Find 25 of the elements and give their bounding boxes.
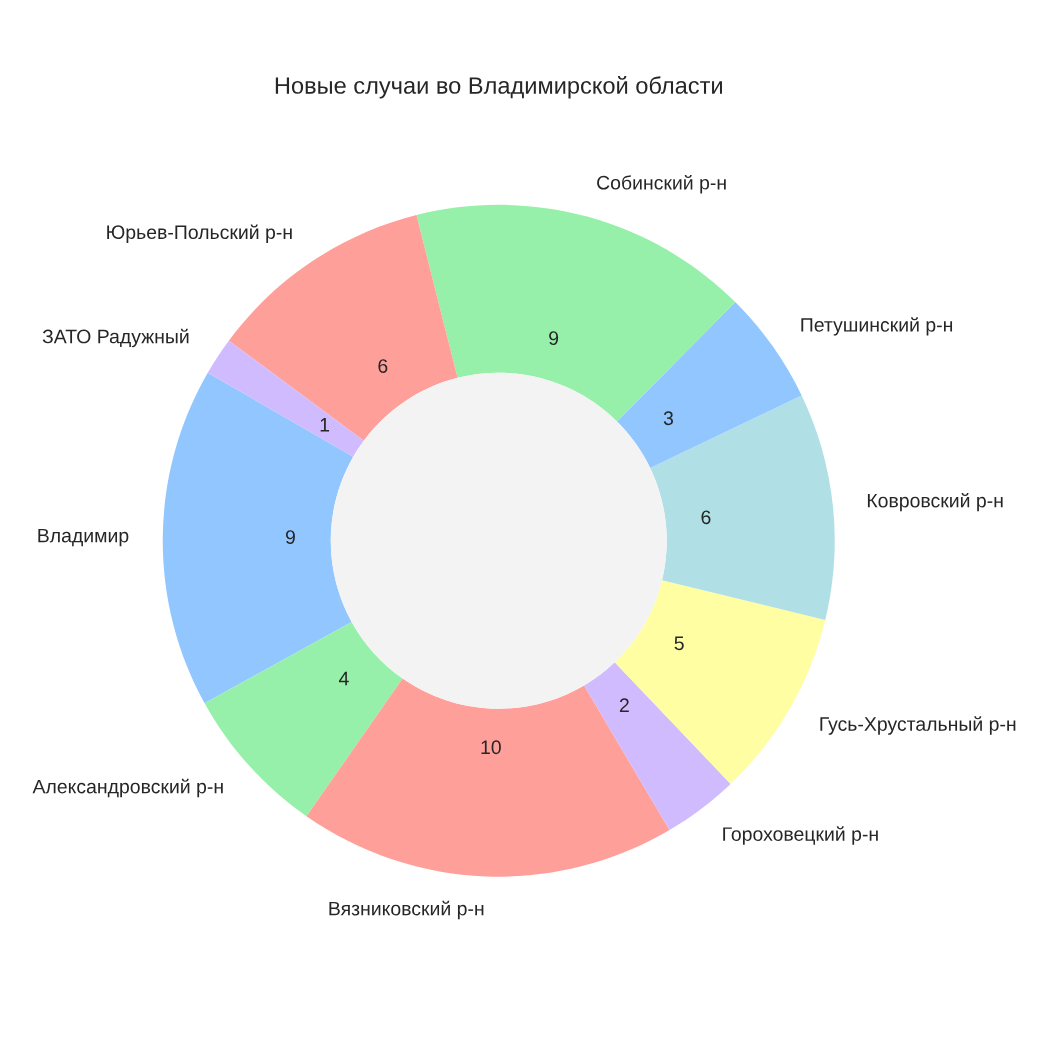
data-label: 9 <box>549 331 559 346</box>
donut-slice <box>616 302 802 469</box>
data-label: 9 <box>285 530 295 544</box>
slice-label: Ковровский р-н <box>867 492 1003 512</box>
data-label: 2 <box>619 698 629 712</box>
donut-slice <box>207 340 364 457</box>
slice-label: Александровский р-н <box>32 778 223 798</box>
donut-slice <box>650 395 835 620</box>
chart-title: Новые случаи во Владимирской области <box>275 76 722 99</box>
slice-label: Петушинский р-н <box>801 317 953 336</box>
slice-label: Гороховецкий р-н <box>723 826 878 845</box>
slice-label: Гусь-Хрустальный р-н <box>820 716 1016 735</box>
data-label: 5 <box>674 636 684 651</box>
data-label: 4 <box>338 671 349 686</box>
slice-label: Собинский р-н <box>597 174 726 194</box>
slice-label: Вязниковский р-н <box>329 900 484 920</box>
data-label: 6 <box>701 510 711 525</box>
slice-label: Юрьев-Польский р-н <box>107 224 292 243</box>
slice-label: Владимир <box>38 528 129 547</box>
data-label: 10 <box>481 740 501 755</box>
data-label: 6 <box>378 359 388 373</box>
slice-label: ЗАТО Радужный <box>42 328 189 348</box>
data-label: 1 <box>320 418 330 432</box>
data-label: 3 <box>663 411 673 426</box>
donut-slice <box>162 372 354 704</box>
